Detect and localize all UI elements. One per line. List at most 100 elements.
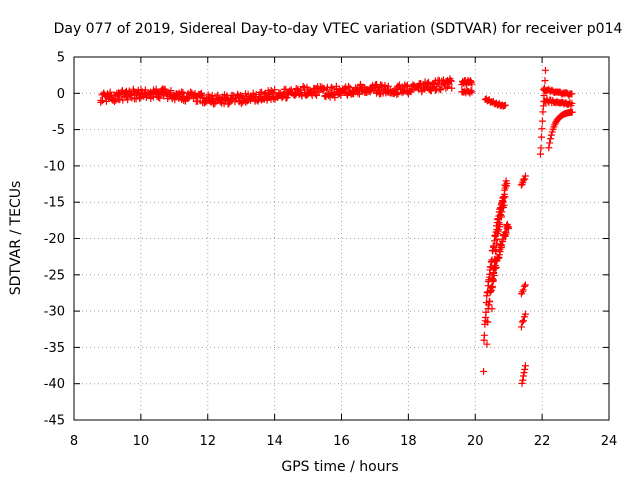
data-point [468, 80, 476, 88]
data-point [214, 91, 222, 99]
data-point [480, 331, 488, 339]
y-tick-label: -10 [44, 159, 65, 174]
data-point [539, 108, 547, 116]
data-point [486, 298, 494, 306]
data-point [499, 198, 507, 206]
data-point [267, 86, 275, 94]
data-point [547, 131, 555, 139]
data-point [298, 92, 306, 100]
y-tick-label: -30 [44, 305, 65, 320]
y-tick-label: -15 [44, 196, 65, 211]
data-point [521, 175, 529, 183]
data-point [521, 281, 529, 289]
data-point [328, 84, 336, 92]
y-axis-label: SDTVAR / TECUs [8, 181, 24, 296]
data-point [496, 220, 504, 228]
data-point [448, 84, 456, 92]
data-point [519, 317, 527, 325]
x-axis-label: GPS time / hours [281, 459, 398, 475]
grid [74, 57, 609, 420]
data-point [538, 117, 546, 125]
data-point [520, 369, 528, 377]
x-tick-label: 8 [70, 434, 78, 449]
y-tick-label: 5 [57, 51, 65, 66]
data-point [491, 255, 499, 263]
x-tick-label: 14 [266, 434, 283, 449]
data-point [393, 91, 401, 99]
data-point [568, 99, 576, 107]
data-point [521, 310, 529, 318]
data-points [97, 66, 576, 387]
data-point [111, 98, 119, 106]
data-point [446, 76, 454, 84]
x-tick-label: 22 [534, 434, 551, 449]
data-point [331, 94, 339, 102]
data-point [483, 340, 491, 348]
data-point [521, 362, 529, 370]
y-tick-label: 0 [57, 87, 65, 102]
data-point [501, 193, 509, 201]
data-point [180, 96, 188, 104]
data-point [502, 230, 510, 238]
data-point [540, 92, 548, 100]
data-point [521, 172, 529, 180]
data-point [521, 365, 529, 373]
y-tick-label: -5 [52, 123, 65, 138]
x-tick-label: 10 [133, 434, 150, 449]
data-point [537, 133, 545, 141]
data-point [537, 144, 545, 152]
data-point [568, 108, 576, 116]
data-point [568, 90, 576, 98]
data-point [519, 176, 527, 184]
data-point [541, 66, 549, 74]
data-point [447, 77, 455, 85]
data-point [501, 101, 509, 109]
data-point [152, 85, 160, 93]
data-point [344, 83, 352, 91]
data-point [171, 96, 179, 104]
data-point [517, 323, 525, 331]
chart-title: Day 077 of 2019, Sidereal Day-to-day VTE… [54, 21, 623, 37]
data-point [503, 179, 511, 187]
y-tick-label: -25 [44, 268, 65, 283]
x-tick-label: 20 [467, 434, 484, 449]
y-tick-label: -40 [44, 377, 65, 392]
data-point [482, 308, 490, 316]
y-tick-label: -45 [44, 414, 65, 429]
data-point [519, 376, 527, 384]
y-tick-label: -20 [44, 232, 65, 247]
data-point [519, 286, 527, 294]
data-point [467, 87, 475, 95]
data-point [490, 265, 498, 273]
data-point [505, 224, 513, 232]
data-point [518, 318, 526, 326]
x-tick-label: 12 [199, 434, 216, 449]
x-tick-label: 16 [333, 434, 350, 449]
data-point [354, 89, 362, 97]
data-point [467, 77, 475, 85]
data-point [488, 305, 496, 313]
data-point [493, 236, 501, 244]
data-point [538, 125, 546, 133]
data-point [541, 77, 549, 85]
data-point [156, 94, 164, 102]
data-point [179, 88, 187, 96]
y-tick-labels: 5 0 -5 -10 -15 -20 -25 -30 -35 -40 -45 [44, 51, 65, 429]
data-point [489, 277, 497, 285]
data-point [484, 318, 492, 326]
data-point [225, 99, 233, 107]
x-tick-labels: 8 10 12 14 16 18 20 22 24 [70, 434, 617, 449]
data-point [124, 96, 132, 104]
x-tick-label: 18 [400, 434, 417, 449]
data-point [480, 367, 488, 375]
data-point [520, 282, 528, 290]
data-point [237, 100, 245, 108]
data-point [99, 97, 107, 105]
data-point [271, 86, 279, 94]
data-point [394, 90, 402, 98]
y-tick-label: -35 [44, 341, 65, 356]
data-point [492, 247, 500, 255]
data-point [196, 90, 204, 98]
data-point [136, 94, 144, 102]
